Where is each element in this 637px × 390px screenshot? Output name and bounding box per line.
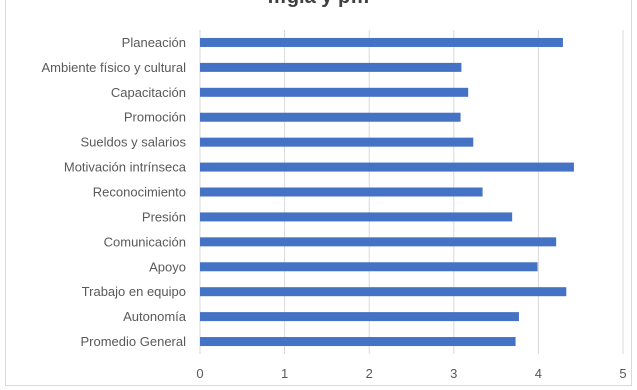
x-axis-tick-labels: 0 1 2 3 4 5 [196,366,626,381]
x-tick-label: 0 [196,366,203,381]
bar [200,262,538,272]
bar [200,37,563,47]
bar [200,212,513,222]
category-labels: Planeación Ambiente físico y cultural Capa… [41,35,186,349]
category-label: Planeación [122,35,186,50]
bar [200,137,474,147]
category-label: Promoción [124,110,186,125]
bar [200,287,567,297]
category-label: Motivación intrínseca [64,160,187,175]
category-label: Capacitación [111,85,186,100]
chart-title: …gía y p… [0,0,637,9]
category-label: Comunicación [104,234,186,249]
category-label: Autonomía [123,309,187,324]
category-label: Presión [142,209,186,224]
bar [200,237,557,247]
category-label: Ambiente físico y cultural [41,60,186,75]
bar [200,337,516,347]
x-tick-label: 5 [619,366,626,381]
category-label: Apoyo [149,259,186,274]
category-label: Promedio General [81,334,187,349]
bar [200,87,469,97]
x-tick-label: 4 [535,366,542,381]
x-tick-label: 1 [281,366,288,381]
x-tick-label: 3 [450,366,457,381]
bar [200,187,483,197]
bar [200,112,461,122]
bar [200,312,519,322]
x-tick-label: 2 [366,366,373,381]
bars [200,37,574,347]
bar [200,162,574,172]
category-label: Reconocimiento [93,185,186,200]
gridlines [199,30,624,354]
bar [200,62,462,72]
category-label: Sueldos y salarios [81,135,187,150]
category-label: Trabajo en equipo [82,284,186,299]
